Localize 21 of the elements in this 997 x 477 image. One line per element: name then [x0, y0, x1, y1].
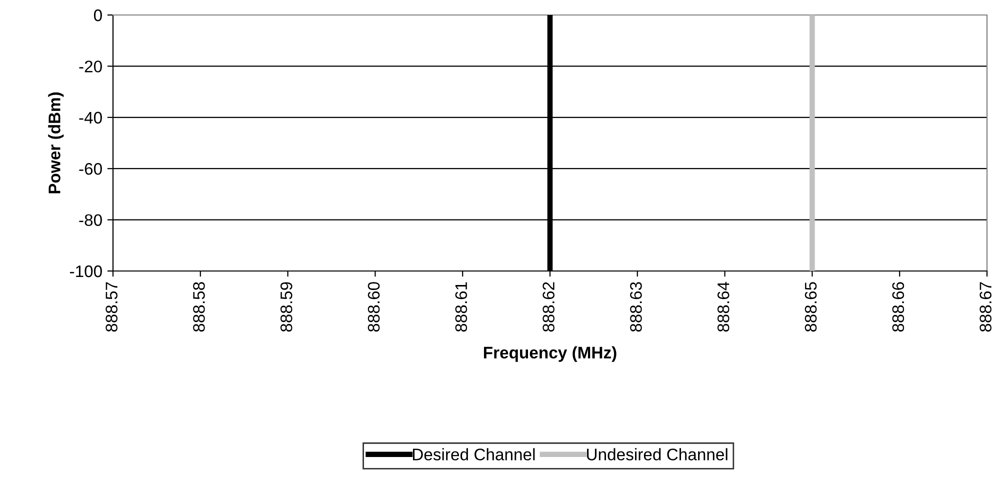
y-tick-label: -20: [79, 60, 102, 72]
legend-label: Desired Channel: [412, 448, 535, 460]
x-tick-label: 888.62: [542, 282, 554, 332]
x-tick-label: 888.61: [455, 282, 468, 332]
x-tick-label: 888.63: [630, 282, 642, 332]
x-tick-label: 888.64: [717, 282, 730, 332]
x-tick-label: 888.60: [368, 282, 380, 332]
y-tick-label: -40: [79, 112, 102, 124]
x-tick-label: 888.57: [106, 282, 118, 332]
y-tick-label: -80: [79, 214, 102, 226]
y-axis-title: Power (dBm): [48, 92, 64, 194]
x-tick-label: 888.67: [980, 282, 992, 332]
x-tick-label: 888.65: [804, 282, 817, 332]
x-axis-title: Frequency (MHz): [484, 346, 616, 362]
x-tick-label: 888.66: [892, 282, 904, 332]
legend-label: Undesired Channel: [587, 448, 728, 460]
x-tick-label: 888.58: [193, 282, 205, 332]
y-tick-label: -100: [70, 265, 102, 278]
y-tick-label: -60: [79, 163, 102, 175]
x-tick-label: 888.59: [280, 282, 292, 332]
y-tick-label: 0: [94, 9, 102, 22]
